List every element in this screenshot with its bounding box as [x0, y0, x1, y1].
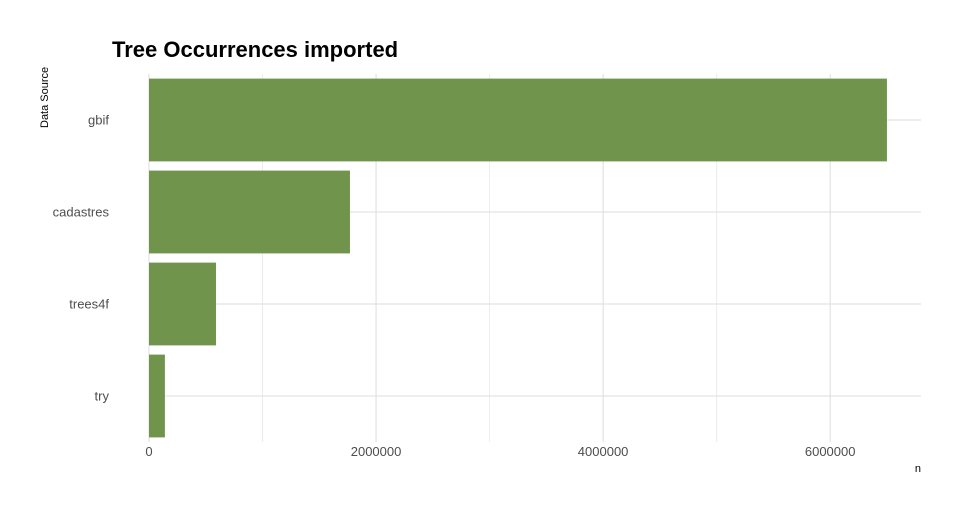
y-axis-tick-labels: gbif cadastres trees4f try [53, 113, 110, 404]
y-tick-label: cadastres [53, 205, 110, 220]
x-axis-tick-labels: 0 2000000 4000000 6000000 [145, 444, 855, 459]
x-tick-label: 2000000 [351, 444, 402, 459]
bar-try [149, 354, 165, 438]
y-tick-label: try [95, 389, 110, 404]
bar-trees4f [149, 262, 216, 346]
x-tick-label: 6000000 [805, 444, 856, 459]
bar-gbif [149, 78, 887, 162]
x-tick-label: 0 [145, 444, 152, 459]
bar-cadastres [149, 170, 350, 254]
y-axis-title: Data Source [39, 67, 51, 128]
x-axis-title: n [915, 463, 921, 475]
y-tick-label: gbif [88, 113, 109, 128]
bars [149, 78, 887, 438]
y-tick-label: trees4f [69, 297, 109, 312]
chart-title: Tree Occurrences imported [112, 37, 398, 62]
x-tick-label: 4000000 [578, 444, 629, 459]
